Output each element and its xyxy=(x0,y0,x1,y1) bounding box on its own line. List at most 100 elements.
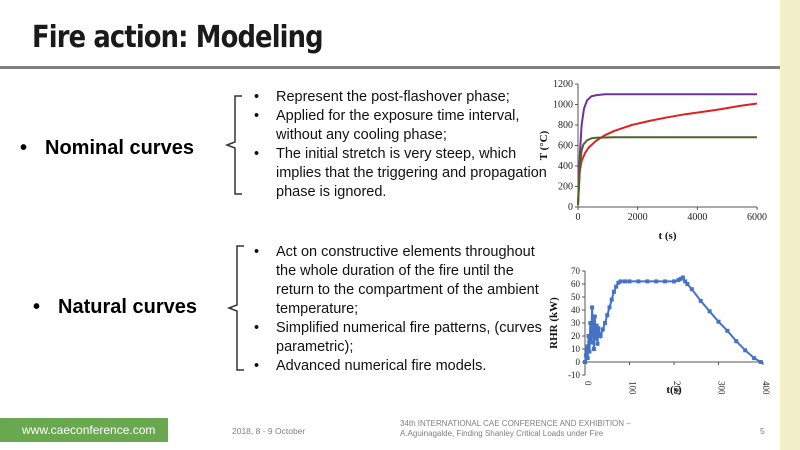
footer-conference-line: 34th INTERNATIONAL CAE CONFERENCE AND EX… xyxy=(400,419,631,428)
nominal-brace xyxy=(224,95,242,195)
data-point xyxy=(587,349,592,354)
data-point xyxy=(683,279,688,284)
series-line-1 xyxy=(584,276,762,363)
x-axis-label: t (s) xyxy=(658,230,676,242)
x-tick-label: 100 xyxy=(628,381,638,395)
data-point xyxy=(627,279,632,284)
data-point xyxy=(725,328,730,333)
x-tick-label: 2000 xyxy=(628,212,648,223)
data-point xyxy=(707,309,712,314)
nominal-point: Applied for the exposure time interval, … xyxy=(250,107,550,145)
data-point xyxy=(616,280,621,285)
data-point xyxy=(614,284,619,289)
x-tick-label: 6000 xyxy=(747,212,767,223)
nominal-temperature-chart: 0 200 400 600 800 1000 1200 0 2000 4000 6000 t (s) T… xyxy=(538,79,767,242)
data-point xyxy=(734,339,739,344)
y-tick-label: 0 xyxy=(568,202,573,213)
x-tick-label: 0 xyxy=(576,212,581,223)
footer-green-bar xyxy=(0,418,168,442)
y-tick-label: 400 xyxy=(558,161,573,172)
y-tick-label: 60 xyxy=(571,279,581,289)
data-point xyxy=(716,319,721,324)
y-tick-label: -10 xyxy=(568,370,580,380)
data-point xyxy=(645,279,650,284)
data-point xyxy=(592,314,597,319)
y-tick-label: 10 xyxy=(571,344,581,354)
x-axis-label: t(s) xyxy=(666,384,682,396)
y-tick-label: 30 xyxy=(571,318,581,328)
footer-website-link[interactable]: www.caeconference.com xyxy=(22,423,156,437)
y-tick-label: 600 xyxy=(558,141,573,152)
data-point xyxy=(596,326,601,331)
nominal-curves-text: Nominal curves xyxy=(45,137,194,159)
data-point xyxy=(586,334,591,338)
nominal-bullet-list: Represent the post-flashover phase; Appl… xyxy=(250,88,550,202)
y-tick-label: 0 xyxy=(576,357,581,367)
data-point xyxy=(672,279,676,284)
page-number: 5 xyxy=(760,426,765,436)
y-tick-label: 1200 xyxy=(553,79,573,90)
natural-point: Advanced numerical fire models. xyxy=(250,357,550,376)
data-point xyxy=(680,275,685,280)
footer-conference-line: A.Aguinagalde, Finding Shanley Critical … xyxy=(400,429,604,438)
data-point xyxy=(636,279,641,284)
data-point xyxy=(594,323,599,328)
series-line-3 xyxy=(577,136,757,206)
data-point xyxy=(689,287,694,292)
data-point xyxy=(598,334,603,338)
title-underline xyxy=(0,66,780,69)
data-point xyxy=(603,321,608,325)
nominal-point: The initial stretch is very steep, which… xyxy=(250,145,550,202)
data-point xyxy=(600,327,605,332)
y-axis-label: RHR (kW) xyxy=(548,297,560,349)
data-point xyxy=(591,347,596,351)
y-tick-label: 70 xyxy=(571,266,581,276)
natural-brace xyxy=(226,245,244,371)
footer-conference-info: 34th INTERNATIONAL CAE CONFERENCE AND EX… xyxy=(400,419,631,439)
y-tick-label: 200 xyxy=(558,182,573,193)
data-point xyxy=(607,305,612,310)
y-tick-label: 50 xyxy=(571,292,581,302)
data-point xyxy=(758,360,763,364)
data-point xyxy=(583,360,587,364)
data-point xyxy=(654,279,659,284)
decorative-stripe xyxy=(780,0,800,450)
slide-title: Fire action: Modeling xyxy=(32,20,324,55)
data-point xyxy=(618,279,623,284)
natural-bullet-list: Act on constructive elements throughout … xyxy=(250,243,550,376)
footer-date: 2018, 8 - 9 October xyxy=(232,426,306,436)
data-point xyxy=(685,282,690,286)
natural-curves-text: Natural curves xyxy=(58,296,197,318)
data-point xyxy=(609,297,614,302)
y-tick-label: 40 xyxy=(571,305,581,315)
data-point xyxy=(605,313,610,318)
data-point xyxy=(590,305,595,310)
x-tick-label: 300 xyxy=(717,381,727,395)
data-point xyxy=(743,348,748,353)
x-tick-label: 200 xyxy=(672,381,682,395)
y-tick-label: 1000 xyxy=(553,100,573,111)
y-tick-label: 20 xyxy=(571,331,581,341)
data-point xyxy=(591,327,596,332)
data-point xyxy=(595,341,600,346)
data-point xyxy=(611,289,616,294)
data-point xyxy=(593,336,598,341)
natural-point: Simplified numerical fire patterns, (cur… xyxy=(250,319,550,357)
data-point xyxy=(676,278,681,283)
data-point xyxy=(678,276,683,281)
data-point xyxy=(588,321,593,325)
data-point xyxy=(585,356,590,361)
nominal-bullet: • xyxy=(20,137,28,159)
nominal-curves-label: • Nominal curves xyxy=(20,137,194,160)
x-tick-label: 4000 xyxy=(687,212,707,223)
nominal-point: Represent the post-flashover phase; xyxy=(250,88,550,107)
series-line-2 xyxy=(577,102,758,206)
data-point xyxy=(589,340,594,345)
natural-bullet: • xyxy=(33,296,41,318)
y-tick-label: 800 xyxy=(558,120,573,131)
natural-curves-label: • Natural curves xyxy=(33,296,197,319)
natural-point: Act on constructive elements throughout … xyxy=(250,243,550,319)
data-point xyxy=(698,298,703,303)
